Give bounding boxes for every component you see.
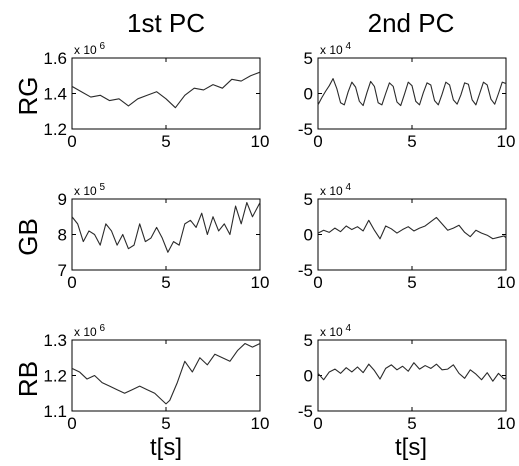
y-tick-label: 5 [304, 49, 313, 68]
y-tick-label: -5 [298, 261, 313, 280]
y-tick-label: 0 [304, 85, 313, 104]
series-line [317, 216, 507, 240]
x-tick-label: 0 [67, 414, 76, 433]
exponent-label: x 10 5 [74, 182, 105, 198]
panel-frame [71, 198, 261, 271]
x-tick-label: 10 [251, 273, 270, 292]
y-tick-label: 7 [58, 261, 67, 280]
y-tick-label: 0 [304, 367, 313, 386]
panel-frame [71, 339, 261, 412]
y-tick-label: 0 [304, 226, 313, 245]
y-tick-label: -5 [298, 402, 313, 421]
y-tick-label: 1.4 [43, 85, 67, 104]
exponent-label: x 10 6 [74, 323, 105, 339]
exponent-label: x 10 6 [74, 41, 105, 57]
y-tick-label: 9 [58, 190, 67, 209]
x-tick-label: 5 [407, 132, 416, 151]
exponent-label: x 10 4 [320, 323, 351, 339]
x-axis-label-left: t[s] [150, 434, 182, 461]
y-tick-label: 1.3 [43, 331, 67, 350]
exponent-label: x 10 4 [320, 41, 351, 57]
x-tick-label: 10 [251, 414, 270, 433]
column-title-1st-pc: 1st PC [127, 8, 205, 38]
series-line [71, 342, 261, 405]
x-tick-label: 5 [161, 132, 170, 151]
y-tick-label: 5 [304, 190, 313, 209]
y-tick-label: 5 [304, 331, 313, 350]
x-tick-label: 10 [251, 132, 270, 151]
exponent-label: x 10 4 [320, 182, 351, 198]
panel-frame [71, 57, 261, 130]
x-tick-label: 0 [67, 273, 76, 292]
x-tick-label: 5 [161, 273, 170, 292]
x-tick-label: 5 [407, 414, 416, 433]
row-label-rb: RB [13, 361, 43, 397]
x-tick-label: 5 [161, 414, 170, 433]
panel-rg-1st-pc: 1.2 1.4 1.6 0 5 10 x 10 6 [43, 41, 269, 151]
panel-frame [317, 57, 507, 130]
y-tick-label: 1.2 [43, 367, 67, 386]
x-axis-label-right: t[s] [395, 434, 427, 461]
y-tick-label: 8 [58, 226, 67, 245]
panel-gb-1st-pc: 7 8 9 0 5 10 x 10 5 [58, 182, 270, 292]
y-tick-label: 1.2 [43, 120, 67, 139]
x-tick-label: 0 [313, 414, 322, 433]
row-label-rg: RG [13, 77, 43, 116]
panel-frame [317, 198, 507, 271]
row-label-gb: GB [13, 218, 43, 256]
series-line [317, 78, 507, 107]
x-tick-label: 10 [497, 273, 516, 292]
series-line [71, 202, 261, 253]
y-tick-label: 1.6 [43, 49, 67, 68]
x-tick-label: 5 [407, 273, 416, 292]
x-tick-label: 10 [497, 414, 516, 433]
y-tick-label: -5 [298, 120, 313, 139]
x-tick-label: 0 [67, 132, 76, 151]
x-tick-label: 10 [497, 132, 516, 151]
y-tick-label: 1.1 [43, 402, 67, 421]
series-line [71, 71, 261, 109]
series-line [317, 362, 507, 382]
x-tick-label: 0 [313, 132, 322, 151]
column-title-2nd-pc: 2nd PC [368, 8, 455, 38]
x-tick-label: 0 [313, 273, 322, 292]
panel-rb-1st-pc: 1.1 1.2 1.3 0 5 10 x 10 6 [43, 323, 269, 433]
